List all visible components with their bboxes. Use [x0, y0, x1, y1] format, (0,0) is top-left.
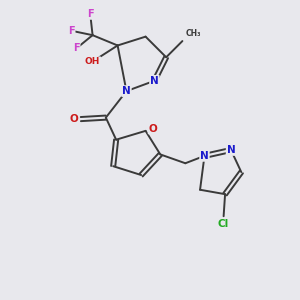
Text: N: N: [200, 151, 209, 161]
Text: OH: OH: [85, 57, 100, 66]
Text: CH₃: CH₃: [186, 29, 201, 38]
Text: Cl: Cl: [218, 219, 229, 229]
Text: F: F: [73, 44, 80, 53]
Text: F: F: [68, 26, 75, 36]
Text: O: O: [148, 124, 157, 134]
Text: N: N: [150, 76, 159, 86]
Text: O: O: [70, 114, 79, 124]
Text: N: N: [226, 145, 235, 155]
Text: N: N: [122, 86, 131, 96]
Text: F: F: [87, 9, 94, 19]
